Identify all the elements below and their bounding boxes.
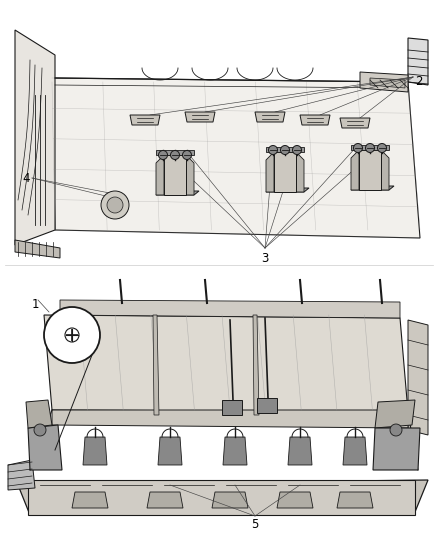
Polygon shape — [351, 150, 359, 190]
Circle shape — [183, 150, 191, 159]
Polygon shape — [15, 30, 55, 245]
Polygon shape — [408, 38, 428, 85]
Circle shape — [365, 143, 374, 152]
Polygon shape — [164, 155, 186, 195]
Circle shape — [101, 191, 129, 219]
Text: 1: 1 — [32, 298, 39, 311]
Polygon shape — [156, 155, 164, 195]
Polygon shape — [375, 400, 415, 428]
Polygon shape — [44, 315, 408, 412]
Polygon shape — [274, 152, 296, 192]
Polygon shape — [253, 315, 259, 415]
Polygon shape — [147, 492, 183, 508]
Polygon shape — [28, 425, 62, 470]
Polygon shape — [296, 152, 304, 192]
Polygon shape — [28, 480, 415, 515]
Polygon shape — [351, 145, 389, 150]
Circle shape — [353, 143, 363, 152]
Polygon shape — [156, 150, 194, 155]
Polygon shape — [83, 437, 107, 465]
Polygon shape — [185, 112, 215, 122]
Polygon shape — [158, 437, 182, 465]
Text: 5: 5 — [251, 518, 259, 531]
Polygon shape — [343, 437, 367, 465]
Polygon shape — [288, 437, 312, 465]
Polygon shape — [370, 78, 405, 88]
Circle shape — [107, 197, 123, 213]
Circle shape — [34, 424, 46, 436]
Polygon shape — [351, 186, 394, 190]
FancyBboxPatch shape — [10, 15, 428, 265]
Polygon shape — [15, 240, 60, 258]
Text: 4: 4 — [22, 172, 29, 184]
Polygon shape — [300, 115, 330, 125]
Polygon shape — [26, 400, 52, 428]
Polygon shape — [130, 115, 160, 125]
Polygon shape — [373, 428, 420, 470]
FancyBboxPatch shape — [5, 270, 433, 525]
Circle shape — [390, 424, 402, 436]
Polygon shape — [360, 72, 408, 92]
Polygon shape — [52, 78, 420, 238]
Polygon shape — [72, 492, 108, 508]
Polygon shape — [359, 150, 381, 190]
Polygon shape — [381, 150, 389, 190]
Circle shape — [170, 150, 180, 159]
Polygon shape — [266, 152, 274, 192]
Circle shape — [159, 150, 167, 159]
Polygon shape — [337, 492, 373, 508]
Polygon shape — [255, 112, 285, 122]
Polygon shape — [222, 400, 242, 415]
Text: 3: 3 — [261, 252, 268, 265]
Circle shape — [378, 143, 386, 152]
Polygon shape — [156, 191, 199, 195]
Polygon shape — [18, 480, 428, 515]
Polygon shape — [408, 320, 428, 435]
Circle shape — [280, 146, 290, 155]
Polygon shape — [52, 410, 408, 428]
Polygon shape — [266, 147, 304, 152]
Polygon shape — [186, 155, 194, 195]
Polygon shape — [277, 492, 313, 508]
Polygon shape — [266, 188, 309, 192]
Polygon shape — [212, 492, 248, 508]
Circle shape — [44, 307, 100, 363]
Circle shape — [268, 146, 278, 155]
Polygon shape — [257, 398, 277, 413]
Polygon shape — [8, 460, 35, 490]
Polygon shape — [340, 118, 370, 128]
Polygon shape — [223, 437, 247, 465]
Text: 2: 2 — [415, 75, 423, 88]
Circle shape — [293, 146, 301, 155]
Polygon shape — [153, 315, 159, 415]
Polygon shape — [60, 300, 400, 318]
